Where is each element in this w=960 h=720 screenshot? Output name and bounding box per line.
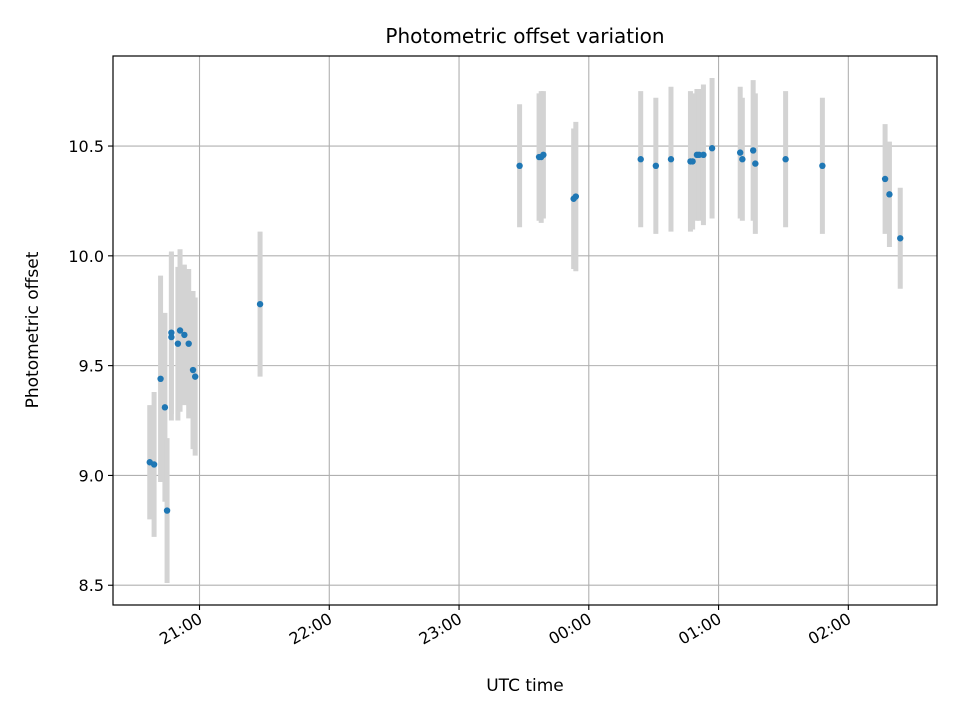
data-point xyxy=(191,373,199,380)
data-point xyxy=(163,507,171,514)
data-point xyxy=(572,193,580,200)
x-axis-label: UTC time xyxy=(486,676,564,696)
y-tick-label: 10.0 xyxy=(68,247,104,266)
data-point xyxy=(708,145,716,152)
data-point xyxy=(168,329,175,336)
y-tick-label: 8.5 xyxy=(79,576,104,595)
y-tick-label: 9.0 xyxy=(79,466,104,485)
data-point xyxy=(516,162,523,169)
data-point xyxy=(886,191,893,198)
y-tick-label: 9.5 xyxy=(79,357,104,376)
data-point xyxy=(161,404,169,411)
data-point xyxy=(652,162,660,169)
data-point xyxy=(181,331,188,339)
data-point xyxy=(897,235,904,242)
data-point xyxy=(667,156,675,163)
data-point xyxy=(736,149,744,156)
data-point xyxy=(689,158,696,165)
data-points xyxy=(146,145,904,514)
data-point xyxy=(540,151,547,159)
chart-title: Photometric offset variation xyxy=(385,24,664,48)
data-point xyxy=(189,366,197,374)
data-point xyxy=(752,160,759,167)
y-axis: 8.5 9.0 9.5 10.0 10.5 xyxy=(68,137,113,595)
data-point xyxy=(782,156,789,163)
y-tick-label: 10.5 xyxy=(68,137,104,156)
data-point xyxy=(881,175,889,183)
data-point xyxy=(256,300,264,308)
plot-frame xyxy=(112,55,938,606)
data-point xyxy=(700,151,707,159)
data-point xyxy=(749,147,757,154)
data-point xyxy=(157,375,164,383)
data-point xyxy=(819,162,826,169)
data-point xyxy=(637,156,644,163)
data-point xyxy=(168,333,175,341)
data-point xyxy=(176,327,184,334)
grid xyxy=(113,56,937,605)
y-axis-label: Photometric offset xyxy=(23,251,43,408)
data-point xyxy=(185,340,192,347)
data-point xyxy=(174,340,182,347)
data-point xyxy=(150,461,158,468)
data-point xyxy=(739,156,746,163)
